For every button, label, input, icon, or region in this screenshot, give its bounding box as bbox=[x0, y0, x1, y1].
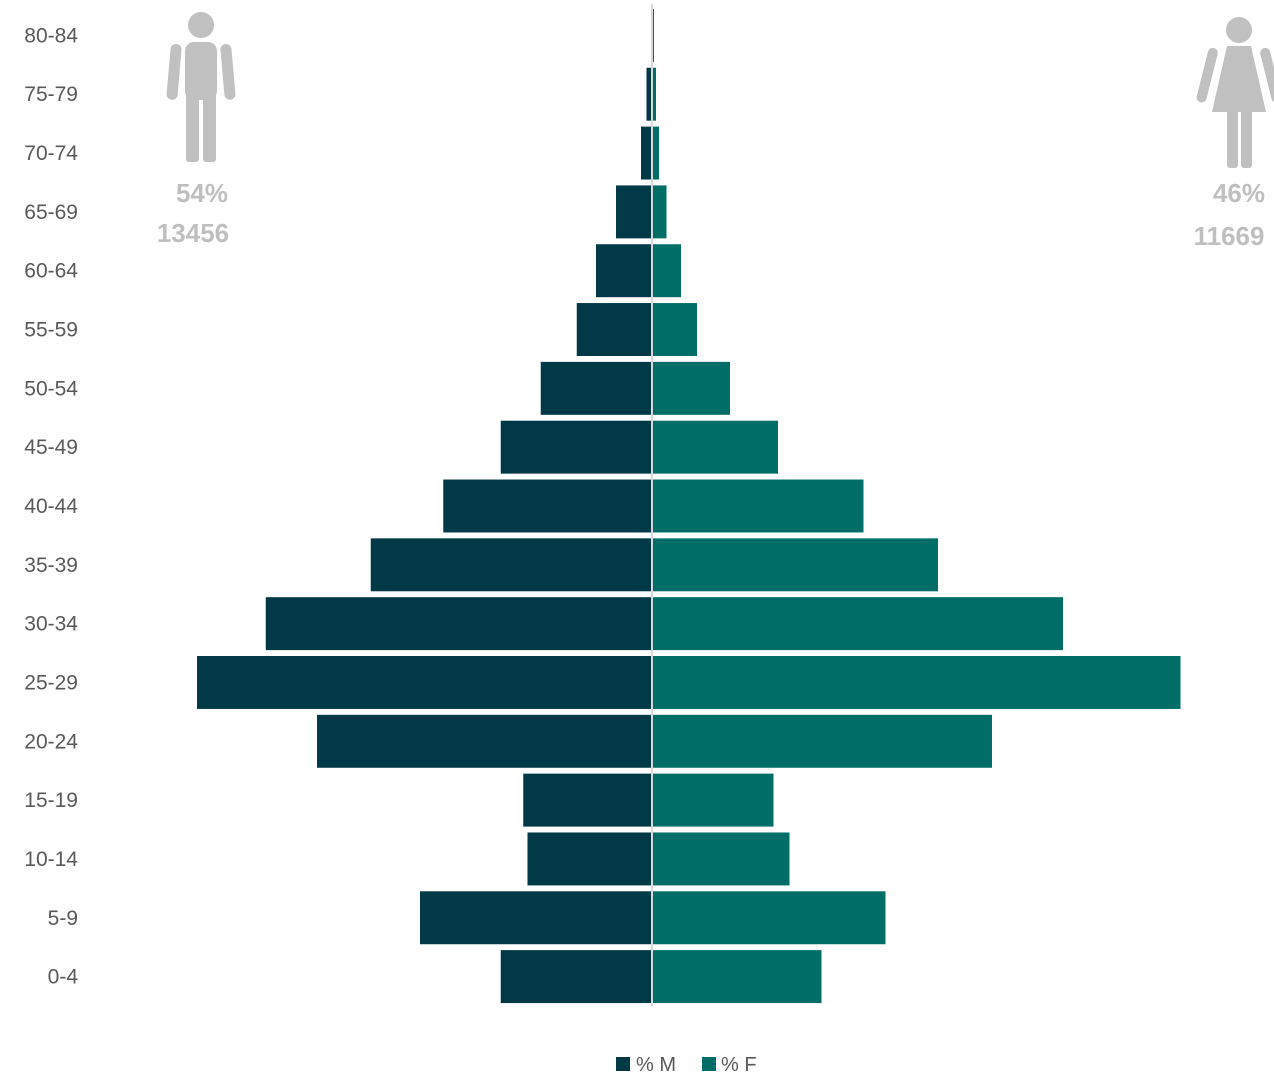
age-label-5-9: 5-9 bbox=[48, 907, 78, 930]
bar-female-10-14 bbox=[652, 832, 790, 886]
age-label-15-19: 15-19 bbox=[24, 789, 78, 812]
bar-female-0-4 bbox=[652, 950, 822, 1004]
bar-male-20-24 bbox=[317, 714, 652, 768]
bar-male-65-69 bbox=[616, 185, 652, 239]
bar-female-30-34 bbox=[652, 597, 1063, 651]
female-percent: 46% bbox=[1213, 178, 1265, 208]
bar-female-25-29 bbox=[652, 656, 1181, 709]
bar-male-0-4 bbox=[500, 950, 652, 1004]
bar-female-70-74 bbox=[652, 126, 659, 180]
bar-female-75-79 bbox=[652, 67, 656, 121]
legend-swatch-male bbox=[616, 1057, 630, 1071]
age-label-0-4: 0-4 bbox=[48, 966, 79, 989]
legend-label-male: % M bbox=[636, 1054, 676, 1075]
male-percent: 54% bbox=[176, 178, 228, 208]
bar-female-60-64 bbox=[652, 244, 681, 298]
age-label-65-69: 65-69 bbox=[24, 201, 78, 224]
bar-male-25-29 bbox=[197, 656, 652, 709]
bar-female-15-19 bbox=[652, 773, 774, 827]
age-label-35-39: 35-39 bbox=[24, 554, 78, 577]
bar-male-50-54 bbox=[540, 361, 652, 415]
age-label-10-14: 10-14 bbox=[24, 848, 78, 871]
bar-male-35-39 bbox=[370, 538, 652, 592]
bar-female-50-54 bbox=[652, 361, 730, 415]
bar-male-60-64 bbox=[596, 244, 652, 298]
bar-female-40-44 bbox=[652, 479, 864, 533]
age-label-20-24: 20-24 bbox=[24, 730, 78, 753]
bar-male-45-49 bbox=[500, 420, 652, 474]
bar-female-45-49 bbox=[652, 420, 778, 474]
age-label-25-29: 25-29 bbox=[24, 671, 78, 694]
bar-female-20-24 bbox=[652, 714, 992, 768]
age-group-labels: 80-84 75-79 70-74 65-69 60-64 55-59 50-54 45-49… bbox=[24, 24, 78, 988]
bar-male-5-9 bbox=[420, 891, 652, 945]
legend-swatch-female bbox=[702, 1057, 716, 1071]
bar-female-65-69 bbox=[652, 185, 667, 239]
female-person-icon bbox=[1196, 17, 1274, 168]
age-label-75-79: 75-79 bbox=[24, 83, 78, 106]
bar-male-55-59 bbox=[576, 303, 652, 356]
male-count: 13456 bbox=[157, 218, 229, 248]
bar-female-5-9 bbox=[652, 891, 886, 945]
bars-group bbox=[197, 8, 1181, 1004]
female-count: 11669 bbox=[1194, 221, 1265, 251]
age-label-55-59: 55-59 bbox=[24, 319, 78, 342]
age-label-60-64: 60-64 bbox=[24, 260, 78, 283]
bar-female-35-39 bbox=[652, 538, 938, 592]
bar-male-15-19 bbox=[523, 773, 652, 827]
age-label-30-34: 30-34 bbox=[24, 613, 78, 636]
bar-male-30-34 bbox=[265, 597, 652, 651]
bar-male-10-14 bbox=[527, 832, 652, 886]
legend-label-female: % F bbox=[721, 1054, 757, 1075]
age-label-40-44: 40-44 bbox=[24, 495, 78, 518]
male-person-icon bbox=[166, 12, 236, 162]
age-label-45-49: 45-49 bbox=[24, 436, 78, 459]
age-label-80-84: 80-84 bbox=[24, 24, 78, 47]
age-label-70-74: 70-74 bbox=[24, 142, 78, 165]
legend: % M % F bbox=[616, 1054, 757, 1075]
bar-male-70-74 bbox=[641, 126, 652, 180]
bar-female-55-59 bbox=[652, 303, 697, 356]
bar-male-40-44 bbox=[443, 479, 652, 533]
bar-male-75-79 bbox=[646, 67, 652, 121]
age-label-50-54: 50-54 bbox=[24, 377, 78, 400]
